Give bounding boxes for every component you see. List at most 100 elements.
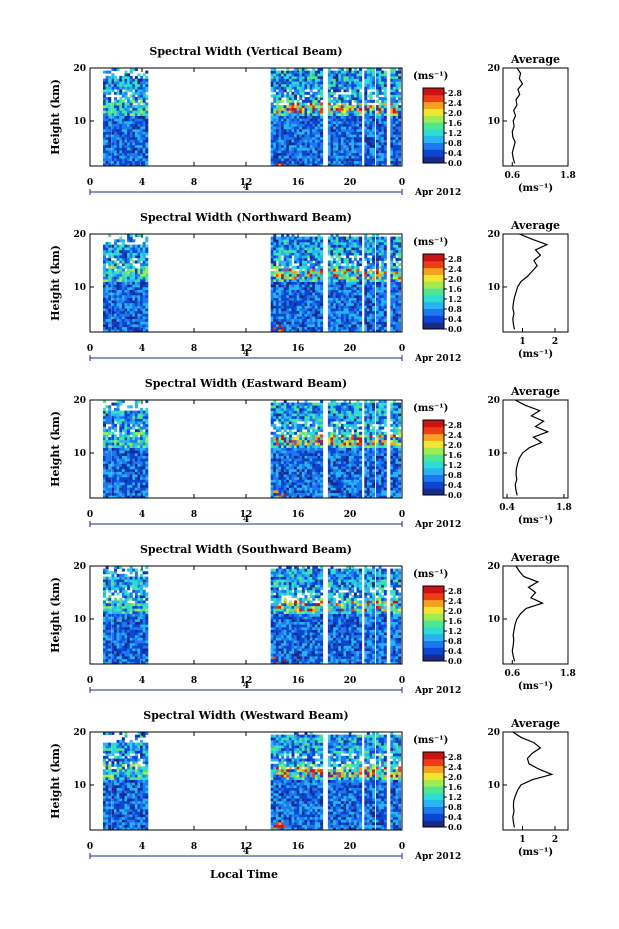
heatmap-cell [124,107,128,111]
heatmap-cell [351,236,355,240]
heatmap-cell [296,142,300,146]
heatmap-cell [296,118,300,122]
heatmap-cell [142,131,146,135]
heatmap-cell [283,134,287,138]
heatmap-cell [398,326,402,330]
heatmap-cell [317,287,321,290]
heatmap-cell [333,247,337,251]
heatmap-cell [320,279,324,282]
heatmap-cell [121,308,125,312]
heatmap-cell [376,239,379,243]
heatmap-cell [335,292,339,296]
heatmap-cell [398,292,402,296]
heatmap-cell [338,263,342,267]
heatmap-cell [383,244,387,248]
heatmap-cell [343,316,347,320]
heatmap-cell [291,139,295,143]
heatmap-cell [343,110,347,114]
heatmap-cell [124,115,128,119]
heatmap-cell [124,105,128,109]
heatmap-cell [124,492,128,496]
heatmap-cell [301,273,305,277]
heatmap-cell [134,318,138,322]
heatmap-cell [273,316,277,320]
heatmap-cell [346,110,350,114]
heatmap-cell [124,479,128,483]
heatmap-cell [111,437,115,441]
heatmap-cell [286,107,290,111]
heatmap-cell [286,268,290,272]
heatmap-cell [108,134,112,138]
heatmap-cell [327,147,331,151]
heatmap-cell [283,279,287,282]
heatmap-cell [121,91,125,95]
heatmap-cell [330,78,334,82]
heatmap-cell [307,324,311,328]
colorbar-frame [422,253,445,330]
heatmap-cell [270,83,274,87]
heatmap-cell [346,305,350,309]
heatmap-cell [381,134,385,138]
heatmap-cell [395,265,399,269]
heatmap-cell [299,308,303,312]
heatmap-cell [346,268,350,272]
heatmap-cell [142,105,146,109]
heatmap-cell [330,241,334,245]
heatmap-cell [333,318,337,322]
heatmap-cell [301,252,305,256]
heatmap-cell [320,150,324,154]
heatmap-cell [132,255,136,259]
heatmap-cell [317,321,321,325]
heatmap-cell [320,271,324,275]
heatmap-cell [137,147,141,151]
heatmap-cell [142,289,146,293]
heatmap-cell [398,70,402,74]
heatmap-cell [121,413,125,417]
heatmap-cell [299,289,303,293]
heatmap-cell [111,487,115,491]
heatmap-cell [103,418,106,422]
heatmap-cell [103,94,106,98]
heatmap-cell [304,142,308,146]
heatmap-cell [395,121,399,124]
heatmap-cell [127,86,131,90]
heatmap-cell [307,249,311,253]
heatmap-cell [108,476,112,480]
heatmap-cell [132,121,136,124]
heatmap-cell [121,313,125,317]
heatmap-cell [270,255,274,259]
heatmap-cell [346,281,350,285]
heatmap-cell [314,123,318,127]
heatmap-cell [145,482,149,486]
heatmap-cell [392,294,396,298]
heatmap-cell [140,158,144,162]
heatmap-cell [132,316,136,320]
heatmap-cell [307,329,311,333]
heatmap-cell [351,247,355,251]
heatmap-cell [124,123,128,127]
heatmap-cell [395,118,399,122]
heatmap-cell [299,313,303,317]
heatmap-cell [304,110,308,114]
heatmap-cell [119,324,123,328]
heatmap-cell [366,308,370,312]
heatmap-cell [369,105,373,109]
heatmap-cell [372,310,376,314]
heatmap-cell [327,321,331,325]
heatmap-cell [145,294,149,298]
colorbar-swatch [423,301,444,309]
heatmap-cell [294,244,298,248]
heatmap-cell [392,160,396,164]
heatmap-cell [320,91,324,95]
heatmap-cell [119,136,123,140]
heatmap-cell [343,99,347,103]
heatmap-cell [378,155,382,159]
heatmap-cell [301,150,305,154]
heatmap-cell [381,252,385,256]
heatmap-cell [320,281,324,285]
heatmap-cell [320,81,324,85]
heatmap-cell [383,139,387,143]
heatmap-cell [301,105,305,109]
heatmap-cell [140,94,144,98]
heatmap-cell [108,257,112,261]
